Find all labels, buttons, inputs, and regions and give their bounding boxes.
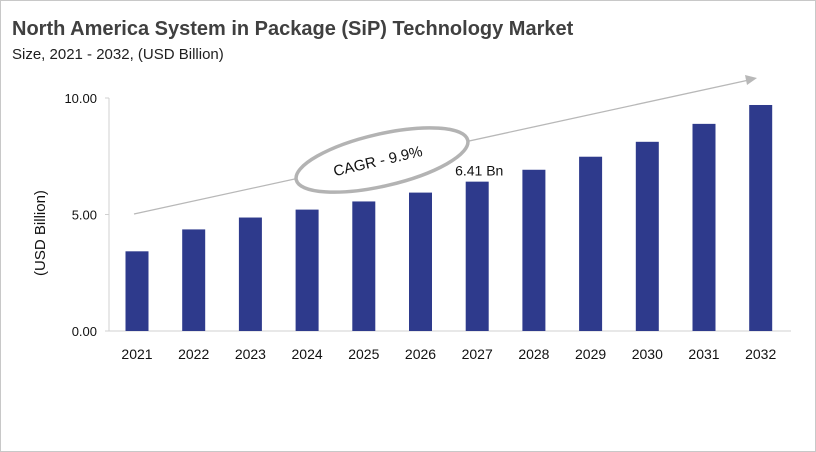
bar-2021: [125, 251, 149, 331]
chart-title: North America System in Package (SiP) Te…: [12, 18, 574, 40]
x-tick-label: 2027: [462, 346, 493, 362]
bar-2032: [749, 104, 773, 332]
bar-2024: [295, 209, 319, 331]
bar-2030: [635, 141, 659, 331]
x-tick-label: 2029: [575, 346, 606, 362]
y-tick-label: 10.00: [64, 91, 97, 106]
y-tick-label: 0.00: [72, 324, 97, 339]
bar-2022: [182, 229, 206, 331]
x-tick-label: 2024: [292, 346, 323, 362]
x-tick-label: 2031: [688, 346, 719, 362]
chart-subtitle: Size, 2021 - 2032, (USD Billion): [12, 46, 224, 63]
x-tick-label: 2026: [405, 346, 436, 362]
x-tick-label: 2028: [518, 346, 549, 362]
bar-2031: [692, 123, 716, 331]
x-tick-label: 2030: [632, 346, 663, 362]
x-tick-label: 2023: [235, 346, 266, 362]
y-axis-label: (USD Billion): [32, 190, 49, 276]
bar-2023: [238, 217, 262, 331]
y-tick-label: 5.00: [72, 208, 97, 223]
cagr-ellipse: [294, 126, 470, 194]
x-tick-label: 2032: [745, 346, 776, 362]
bar-2025: [352, 201, 376, 331]
data-label: 6.41 Bn: [455, 163, 503, 179]
bar-2029: [579, 156, 603, 331]
x-tick-label: 2022: [178, 346, 209, 362]
x-tick-label: 2025: [348, 346, 379, 362]
bar-2027: [465, 181, 489, 331]
x-tick-label: 2021: [121, 346, 152, 362]
bar-2026: [409, 192, 432, 331]
bar-2028: [522, 169, 546, 331]
trend-arrow-head: [745, 75, 757, 85]
